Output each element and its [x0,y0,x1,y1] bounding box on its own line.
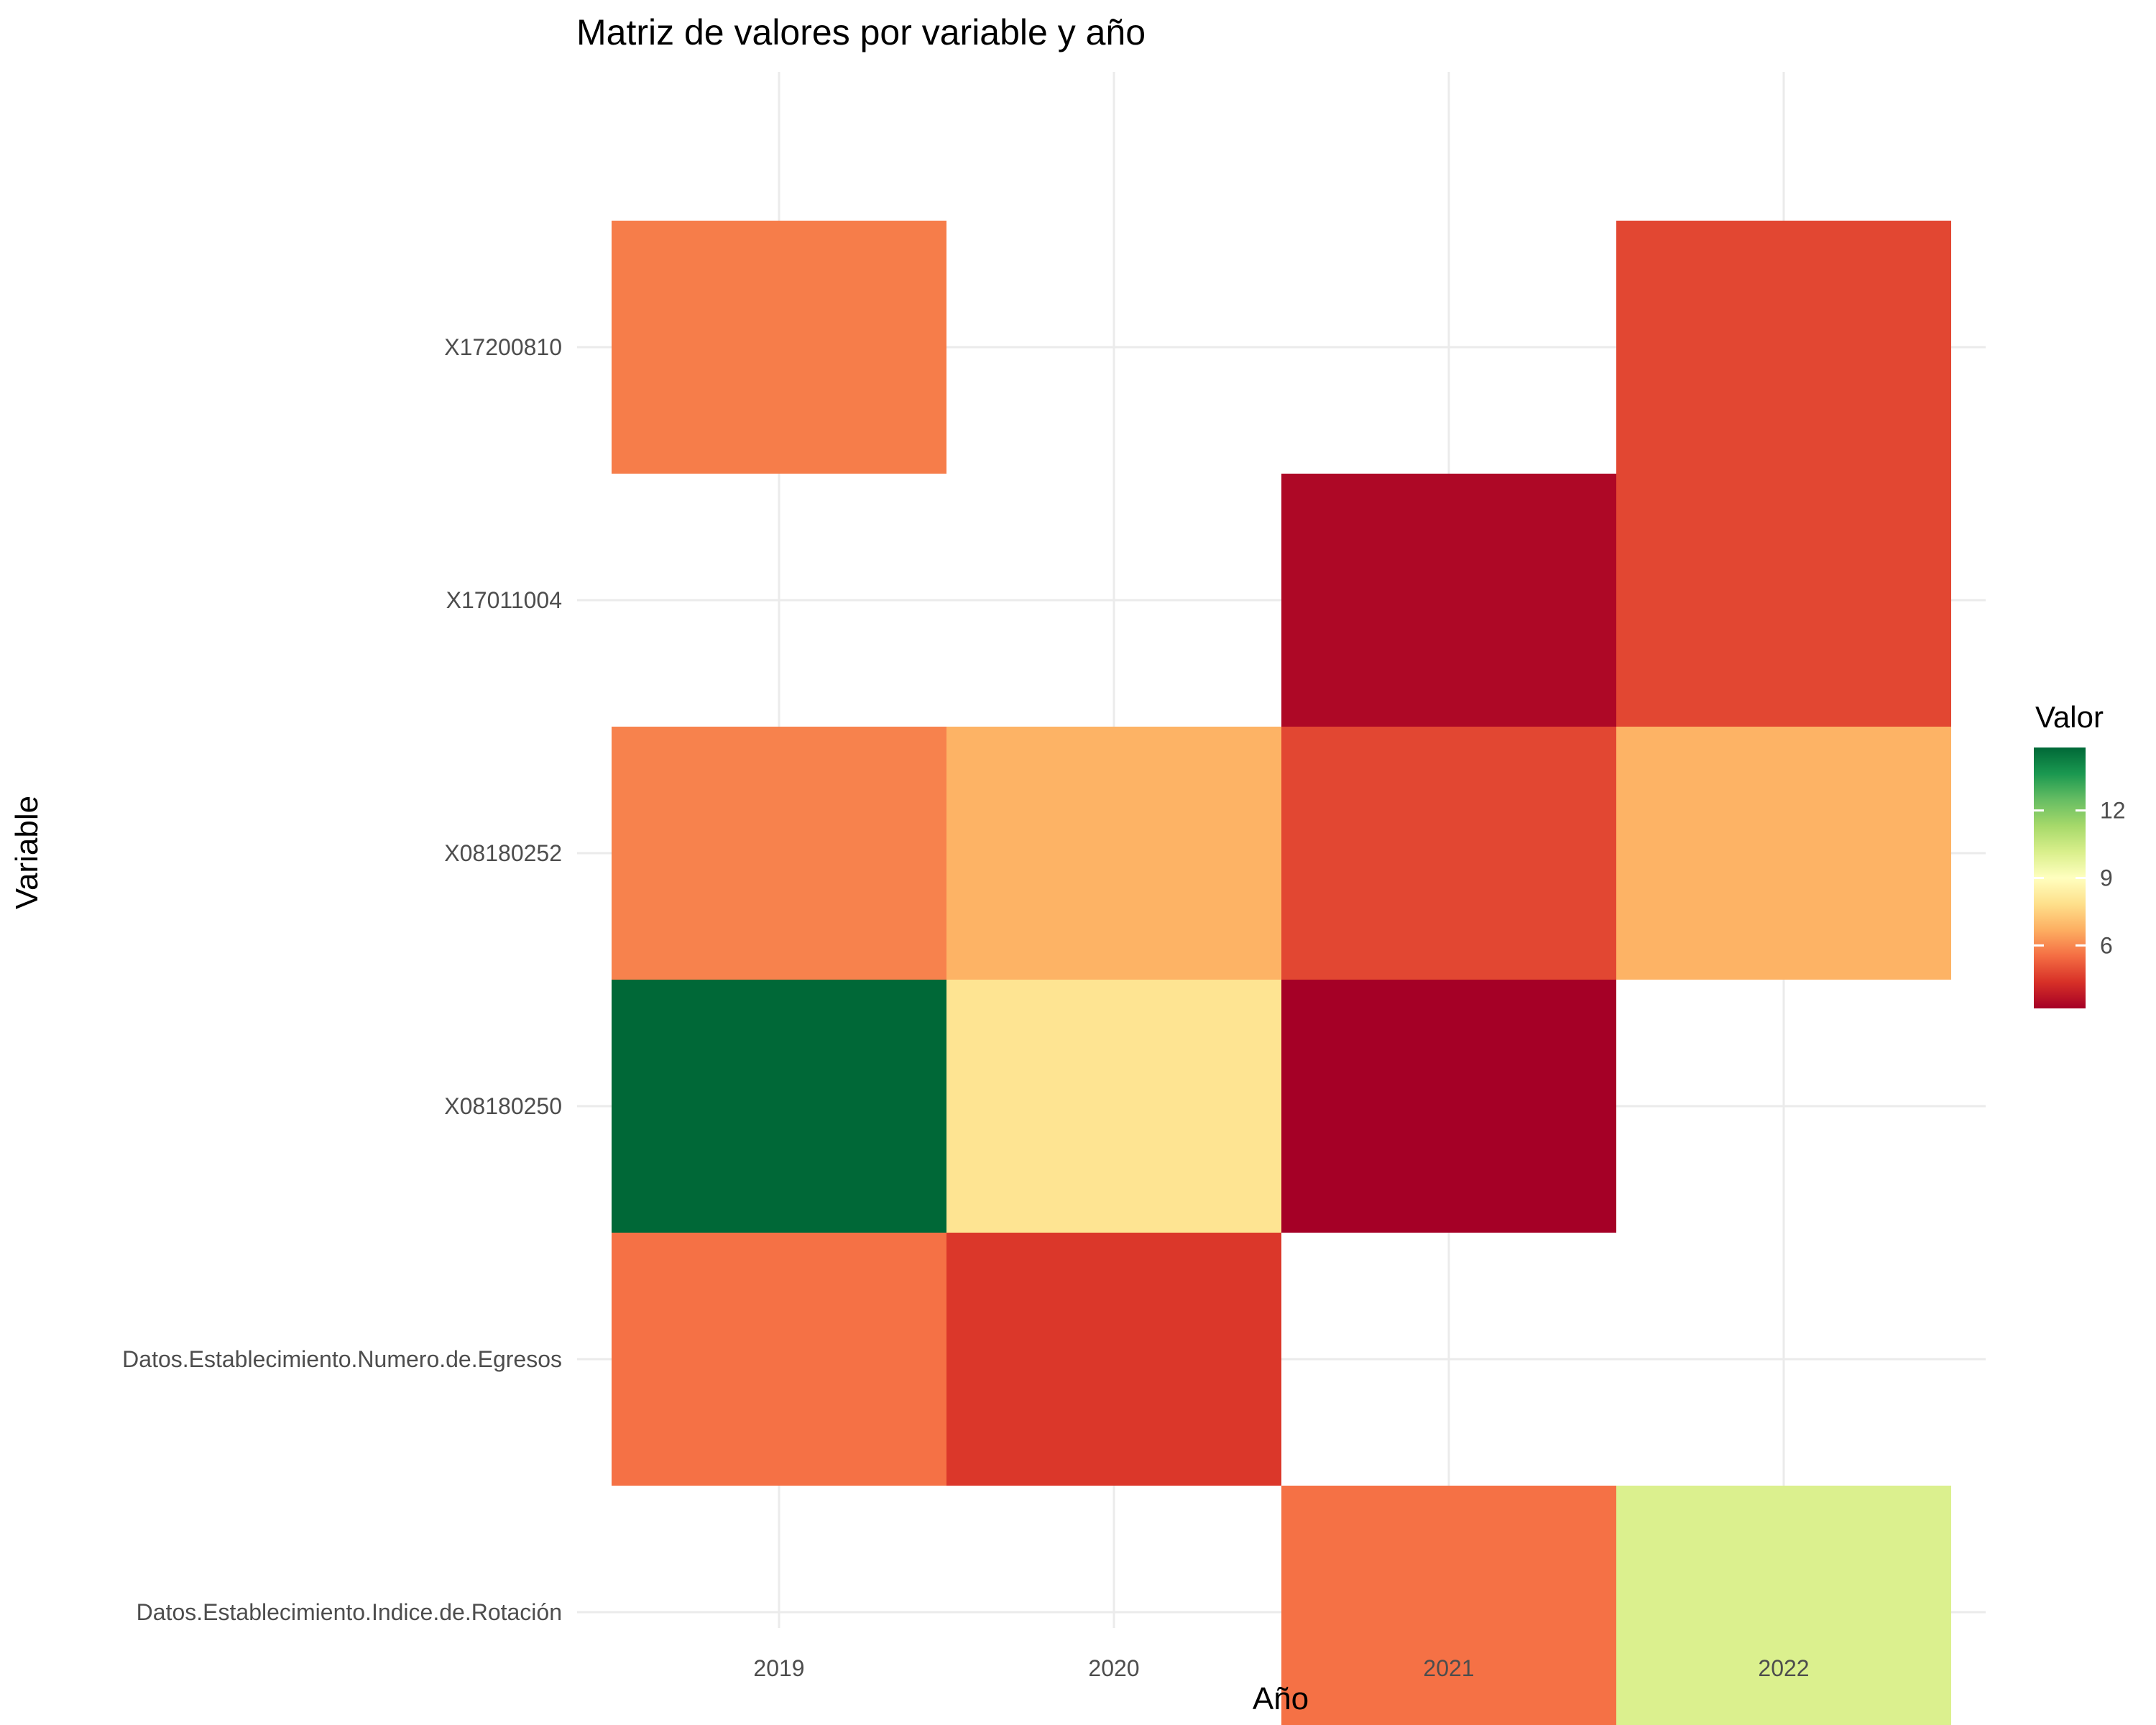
heatmap-cell [612,727,946,980]
heatmap-cell [1616,221,1951,474]
y-tick-label: X08180250 [444,1093,562,1119]
legend-label: 6 [2100,932,2113,958]
legend-label: 9 [2100,865,2113,891]
heatmap-cell [1281,980,1616,1233]
heatmap-cell [1616,1486,1951,1725]
heatmap-cell [1281,1486,1616,1725]
y-tick-label: X17011004 [446,587,562,613]
y-axis-ticks: Datos.Establecimiento.Indice.de.Rotación… [122,334,562,1625]
heatmap-cell [612,221,946,474]
legend-title: Valor [2035,700,2104,734]
heatmap-cell [612,980,946,1233]
x-tick-label: 2022 [1758,1655,1809,1681]
x-tick-label: 2019 [753,1655,804,1681]
heatmap-cell [1616,474,1951,727]
heatmap-cell [946,1233,1281,1486]
y-tick-label: Datos.Establecimiento.Indice.de.Rotación [137,1599,562,1625]
x-axis-title: Año [1253,1681,1309,1716]
heatmap-cell [1616,727,1951,980]
heatmap-cell [946,980,1281,1233]
heatmap-cell [1281,474,1616,727]
y-tick-label: X17200810 [444,334,562,360]
heatmap-cell [612,1233,946,1486]
heatmap-cell [946,727,1281,980]
x-tick-label: 2020 [1088,1655,1139,1681]
heatmap-cells [612,221,1951,1725]
x-axis-ticks: 2019 2020 2021 2022 [753,1655,1809,1681]
y-tick-label: Datos.Establecimiento.Numero.de.Egresos [122,1346,562,1372]
x-tick-label: 2021 [1423,1655,1474,1681]
legend-label: 12 [2100,798,2126,824]
chart-title: Matriz de valores por variable y año [576,12,1146,52]
heatmap-cell [1281,727,1616,980]
y-axis-title: Variable [9,796,45,909]
color-legend: Valor 6 9 12 [2034,700,2126,1008]
y-tick-label: X08180252 [444,840,562,866]
